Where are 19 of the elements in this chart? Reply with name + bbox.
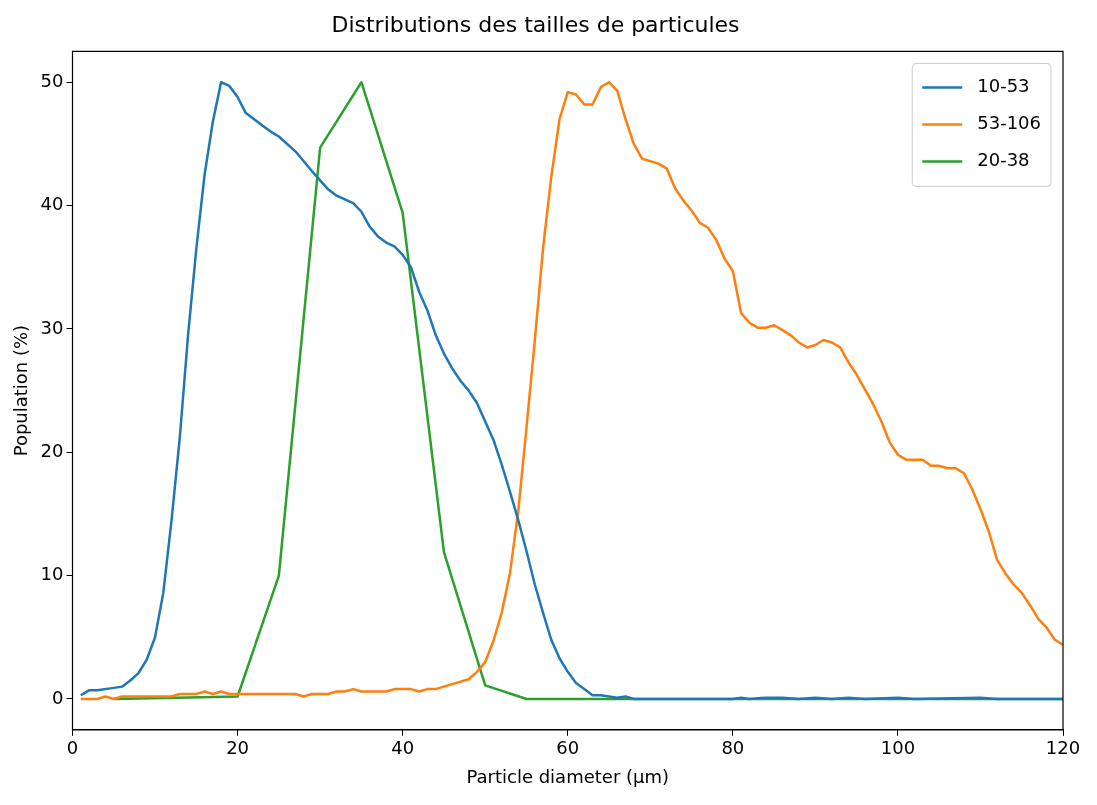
x-axis-title: Particle diameter (µm): [466, 765, 670, 787]
y-tick-label: 50: [40, 69, 64, 91]
x-tick-label: 100: [880, 737, 916, 759]
x-tick-label: 80: [721, 737, 745, 759]
legend-label: 10-53: [977, 75, 1030, 97]
x-tick-label: 20: [226, 737, 250, 759]
x-tick-label: 40: [391, 737, 415, 759]
x-tick-label: 0: [66, 737, 79, 759]
y-tick-label: 0: [52, 686, 64, 708]
y-tick-label: 20: [40, 439, 64, 461]
x-tick-label: 120: [1045, 737, 1081, 759]
legend-label: 53-106: [977, 112, 1042, 134]
y-tick-label: 40: [40, 193, 64, 215]
legend-label: 20-38: [977, 149, 1030, 171]
chart-title: Distributions des tailles de particules: [331, 11, 740, 37]
x-tick-label: 60: [556, 737, 580, 759]
y-tick-label: 10: [40, 563, 64, 585]
y-tick-label: 30: [40, 316, 64, 338]
y-axis-title: Population (%): [10, 324, 32, 457]
